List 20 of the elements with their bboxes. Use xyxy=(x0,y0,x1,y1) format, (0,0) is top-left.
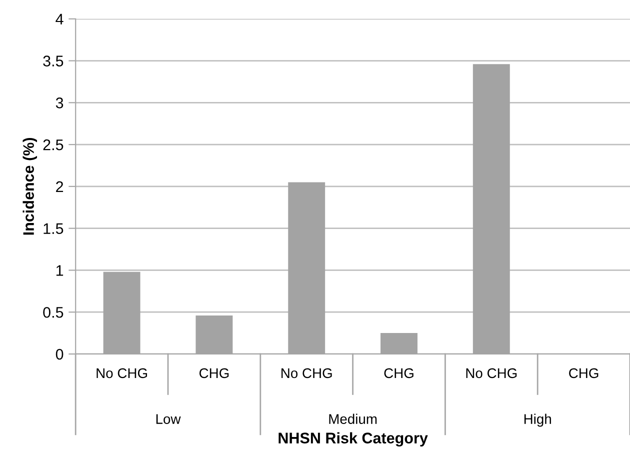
y-axis-title: Incidence (%) xyxy=(22,138,38,235)
y-tick-label: 0.5 xyxy=(43,306,64,318)
x-tick-label: CHG xyxy=(199,368,229,378)
x-tick-label: No CHG xyxy=(466,368,517,378)
x-tick-label: CHG xyxy=(384,368,414,378)
text: Medium xyxy=(329,414,377,424)
y-tick-label: 2 xyxy=(56,181,64,192)
y-tick-label: 3 xyxy=(56,98,64,108)
x-tick-label: CHG xyxy=(569,368,598,378)
y-tick-label: 4 xyxy=(56,14,64,24)
y-tick-label: 2.5 xyxy=(43,139,64,150)
x-tick-label: No CHG xyxy=(96,368,147,378)
text: High xyxy=(524,414,551,427)
y-tick-label: 1.5 xyxy=(44,223,64,234)
x-tick-label: No CHG xyxy=(282,368,332,378)
y-tick-label: 0 xyxy=(56,348,64,360)
y-tick-label: 1 xyxy=(56,265,64,276)
text: Low xyxy=(156,414,181,424)
x-axis-title: NHSN Risk Category xyxy=(278,432,428,447)
y-tick-label: 3.5 xyxy=(43,56,64,66)
